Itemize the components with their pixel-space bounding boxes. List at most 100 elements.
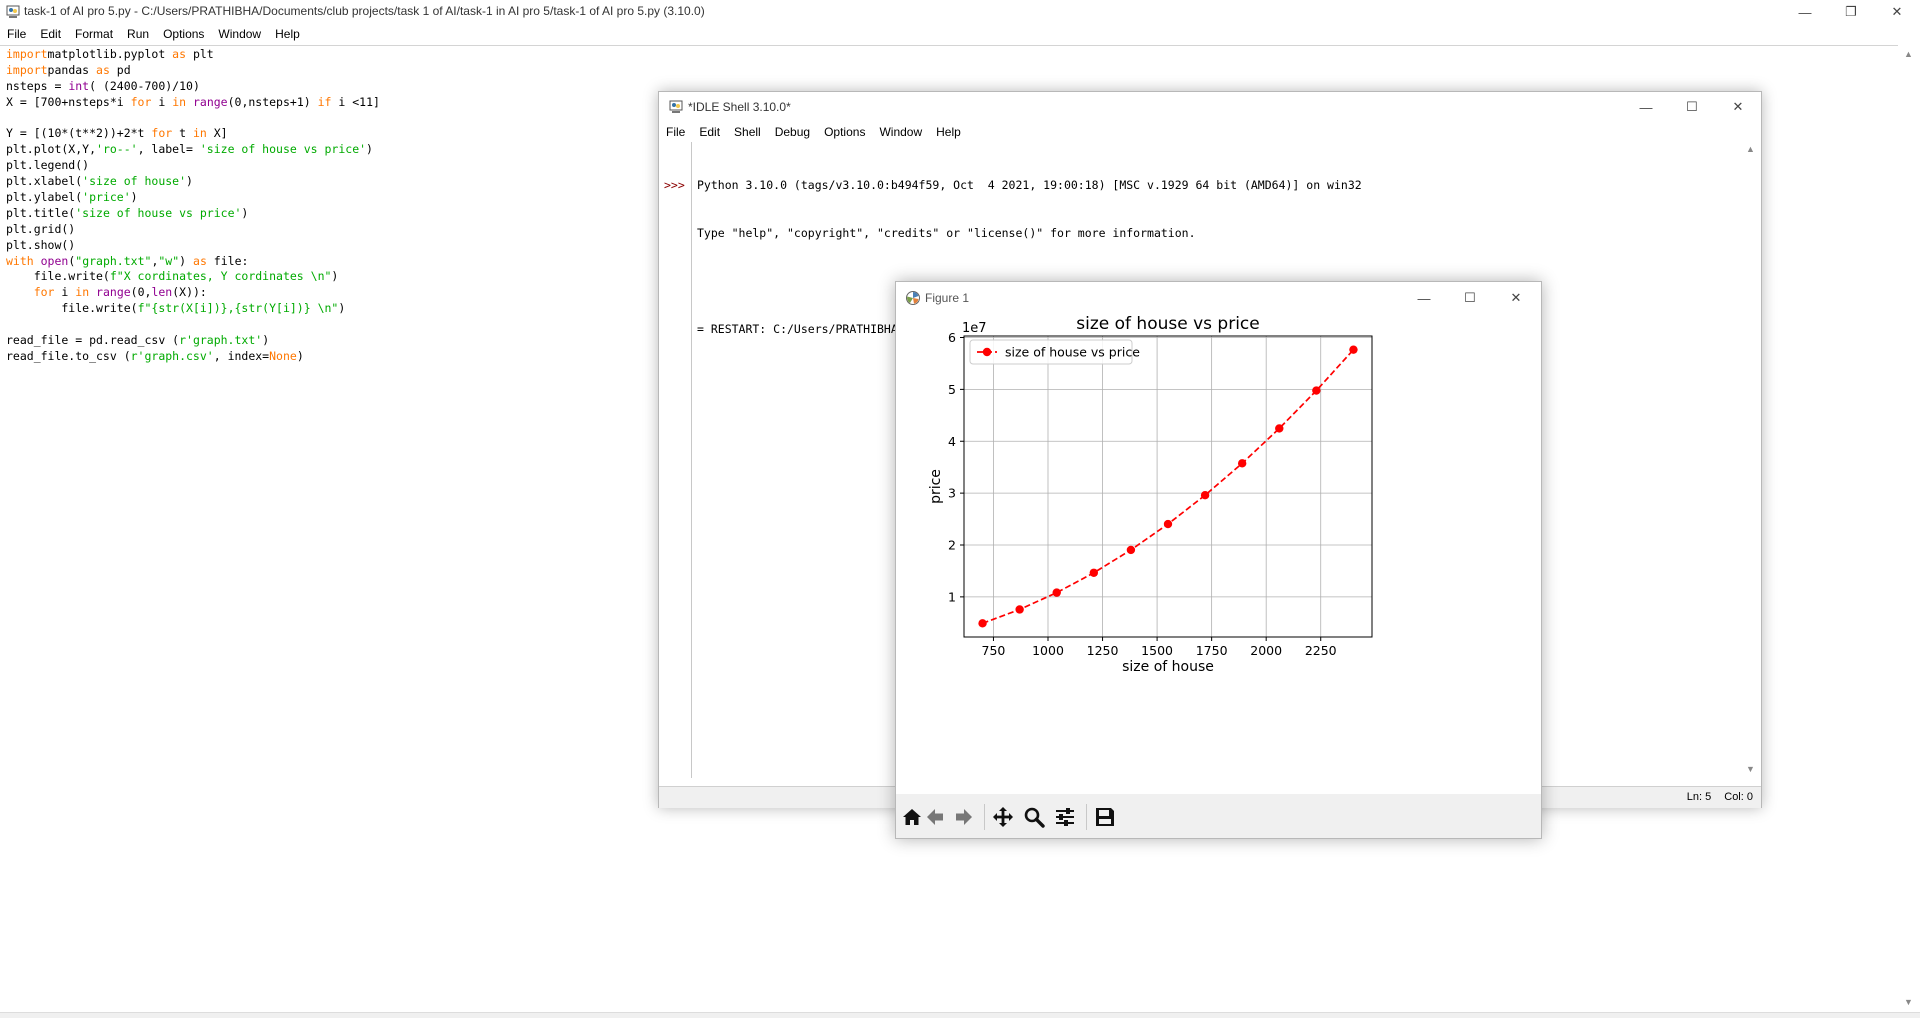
- code-token: for: [130, 94, 152, 109]
- code-token: i: [151, 94, 173, 109]
- shell-line: Python 3.10.0 (tags/v3.10.0:b494f59, Oct…: [697, 178, 1362, 192]
- shell-scrollbar[interactable]: ▲ ▼: [1741, 142, 1759, 778]
- data-point: [1312, 386, 1321, 395]
- y-tick-label: 4: [948, 434, 956, 449]
- x-tick-label: 1000: [1032, 643, 1064, 658]
- legend-marker: [982, 347, 992, 357]
- shell-menu-options[interactable]: Options: [824, 125, 866, 139]
- x-tick-label: 1500: [1141, 643, 1173, 658]
- code-token: read_file.to_csv (: [6, 348, 131, 363]
- code-text[interactable]: importmatplotlib.pyplot as plt importpand…: [6, 47, 380, 365]
- shell-menu-edit[interactable]: Edit: [699, 125, 721, 139]
- code-token: i: [54, 285, 76, 300]
- pan-icon[interactable]: [990, 804, 1016, 830]
- code-line: plt.show(): [6, 238, 380, 254]
- code-line: plt.legend(): [6, 158, 380, 174]
- figure-toolbar: [896, 794, 1541, 838]
- menu-options[interactable]: Options: [163, 27, 205, 41]
- code-token: file:: [206, 253, 249, 268]
- code-token: read_file = pd.read_csv (: [6, 333, 180, 348]
- zoom-icon[interactable]: [1021, 804, 1047, 830]
- y-tick-label: 6: [948, 330, 956, 345]
- code-token: plt.show(): [6, 237, 76, 252]
- code-token: ): [186, 174, 193, 189]
- code-token: as: [96, 62, 110, 77]
- code-token: if: [317, 94, 332, 109]
- code-token: 'size of house': [82, 174, 187, 189]
- toolbar-separator: [1086, 804, 1087, 830]
- code-token: range: [89, 285, 131, 300]
- scroll-up-arrow-icon[interactable]: ▲: [1746, 144, 1755, 154]
- menu-file[interactable]: File: [7, 27, 27, 41]
- code-line: [6, 111, 380, 127]
- code-token: ( (2400-700)/10): [89, 78, 200, 93]
- code-line: file.write(f"X cordinates, Y cordinates …: [6, 269, 380, 285]
- matplotlib-icon: [906, 291, 920, 305]
- figure-minimize-button[interactable]: —: [1417, 290, 1431, 306]
- code-line: plt.ylabel('price'): [6, 190, 380, 206]
- x-tick-label: 2000: [1250, 643, 1282, 658]
- chart-canvas[interactable]: 750 1000 1250 1500 1750 2000 2250 1 2 3 4 5 6 size o…: [896, 314, 1541, 794]
- menu-help[interactable]: Help: [275, 27, 300, 41]
- forward-icon[interactable]: [951, 804, 977, 830]
- editor-scrollbar[interactable]: ▲ ▼: [1898, 45, 1920, 1012]
- code-token: plt: [186, 47, 214, 61]
- code-token: f"{str(X[i])},{str(Y[i])} \n": [137, 301, 339, 316]
- menu-edit[interactable]: Edit: [40, 27, 62, 41]
- scroll-up-arrow-icon[interactable]: ▲: [1904, 49, 1913, 59]
- menu-window[interactable]: Window: [218, 27, 262, 41]
- data-point: [1275, 424, 1284, 433]
- code-token: f"X cordinates, Y cordinates \n": [109, 269, 332, 284]
- code-token: in: [172, 94, 187, 109]
- shell-menu-file[interactable]: File: [666, 125, 686, 139]
- data-point: [978, 619, 987, 628]
- menu-format[interactable]: Format: [75, 27, 114, 41]
- shell-close-button[interactable]: ✕: [1732, 99, 1744, 114]
- code-token: for: [151, 126, 173, 141]
- shell-menu-debug[interactable]: Debug: [774, 125, 811, 139]
- data-point: [1089, 568, 1099, 577]
- y-tick-label: 5: [948, 382, 956, 397]
- x-tick-label: 1250: [1087, 643, 1119, 658]
- home-icon[interactable]: [899, 804, 925, 830]
- code-token: matplotlib.pyplot: [47, 47, 173, 61]
- python-idle-icon: [6, 5, 20, 18]
- code-token: in: [75, 285, 90, 300]
- shell-menu-window[interactable]: Window: [879, 125, 923, 139]
- menu-run[interactable]: Run: [127, 27, 150, 41]
- code-token: ): [241, 205, 249, 220]
- y-axis-label: price: [928, 469, 944, 504]
- scroll-down-arrow-icon[interactable]: ▼: [1904, 997, 1913, 1007]
- shell-minimize-button[interactable]: —: [1639, 99, 1653, 115]
- figure-maximize-button[interactable]: ☐: [1464, 290, 1476, 305]
- code-token: plt.xlabel(: [6, 174, 83, 189]
- y-tick-label: 1: [948, 589, 956, 604]
- minimize-button[interactable]: —: [1798, 4, 1812, 20]
- figure-close-button[interactable]: ✕: [1510, 290, 1522, 305]
- close-button[interactable]: ✕: [1891, 4, 1903, 19]
- legend-label: size of house vs price: [1005, 345, 1140, 360]
- figure-window[interactable]: Figure 1 — ☐ ✕ 750 1000 1250 1500 1750 2000 22…: [895, 281, 1542, 839]
- shell-menu-shell[interactable]: Shell: [734, 125, 761, 139]
- code-token: ): [296, 348, 304, 363]
- shell-prompt: >>>: [664, 178, 685, 192]
- shell-window-title: *IDLE Shell 3.10.0*: [688, 100, 791, 114]
- code-token: 'price': [82, 190, 131, 205]
- code-line: file.write(f"{str(X[i])},{str(Y[i])} \n"…: [6, 301, 380, 317]
- x-tick-label: 1750: [1196, 643, 1228, 658]
- plot-axes-frame: [963, 335, 1373, 638]
- restore-button[interactable]: ❐: [1845, 4, 1857, 19]
- main-title-bar: task-1 of AI pro 5.py - C:/Users/PRATHIB…: [0, 0, 1920, 24]
- shell-maximize-button[interactable]: ☐: [1686, 99, 1698, 114]
- data-point: [1052, 588, 1061, 597]
- scroll-down-arrow-icon[interactable]: ▼: [1746, 764, 1755, 774]
- code-line: plt.grid(): [6, 222, 380, 238]
- code-token: plt.legend(): [6, 158, 90, 173]
- shell-menu-help[interactable]: Help: [936, 125, 961, 139]
- code-token: , index=: [213, 348, 270, 363]
- save-icon[interactable]: [1092, 804, 1118, 830]
- x-axis-label: size of house: [1122, 659, 1214, 675]
- configure-icon[interactable]: [1052, 804, 1078, 830]
- back-icon[interactable]: [922, 804, 948, 830]
- data-point: [1163, 519, 1173, 529]
